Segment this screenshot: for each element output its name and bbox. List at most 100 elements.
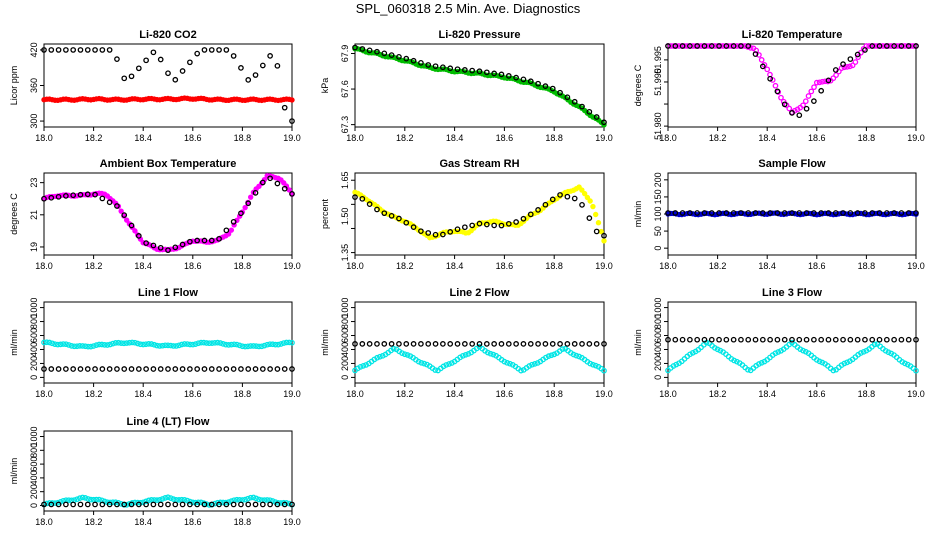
data-point [231,341,237,348]
data-point [178,341,185,348]
data-point [469,222,476,229]
data-point [586,108,593,115]
data-point [90,496,97,503]
data-point [189,341,196,348]
data-point [701,336,708,343]
data-point [261,342,268,349]
data-point [250,494,257,501]
data-point [165,70,171,77]
data-point [491,70,497,77]
data-point [687,210,693,216]
data-point [238,65,244,71]
data-point [454,341,461,347]
data-point [447,229,454,235]
data-point [123,340,130,346]
x-tick-label: 18.4 [134,261,152,271]
data-point [551,351,558,358]
plot-frame [43,43,293,128]
data-point [366,341,373,347]
data-point [454,66,461,73]
data-point [289,339,295,346]
data-point [501,358,508,365]
data-point [223,47,230,53]
series-average [665,210,919,218]
data-point [601,341,607,347]
series-average [41,339,295,350]
data-point [866,43,873,49]
series-diagnostic [665,210,919,216]
data-point [70,47,77,53]
data-point [82,343,89,350]
data-point [165,247,171,254]
data-point [432,231,439,238]
data-point [593,114,600,120]
x-tick-label: 18.2 [85,261,103,271]
x-tick-label: 18.4 [134,517,152,527]
data-point [571,98,578,105]
data-point [781,210,788,216]
data-point [48,47,55,53]
chart-title: Sample Flow [758,158,826,170]
data-point [415,358,422,365]
data-point [840,336,846,343]
data-point [590,203,596,210]
data-point [505,73,512,79]
plot-frame [43,172,293,256]
data-point [216,366,222,372]
series-average [352,343,607,374]
data-point [104,342,111,348]
plot-frame [354,301,605,384]
data-point [876,210,883,216]
data-point [121,340,127,347]
data-point [592,362,599,369]
data-point [840,61,846,68]
data-point [135,233,142,239]
data-point [256,496,262,503]
data-point [135,65,142,72]
y-tick-label: 800 [653,314,663,329]
data-point [135,366,142,372]
y-tick-label: 1.65 [340,171,350,189]
data-point [267,175,273,182]
data-point [359,341,366,347]
data-point [289,501,295,508]
data-point [529,361,535,368]
data-point [745,210,752,216]
data-point [107,341,113,348]
data-point [217,340,224,346]
data-point [862,47,868,53]
chart-line2: Line 2 Flow 18.0 18.2 18.4 18.6 18.8 19.0 0 2004… [320,287,613,399]
data-point [390,345,397,352]
x-tick-label: 18.8 [545,261,563,271]
data-point [247,343,254,349]
data-point [93,496,100,503]
y-tick-label: 600 [340,328,350,343]
data-point [876,43,883,49]
data-point [759,210,766,216]
data-point [891,43,897,49]
data-point [752,210,759,216]
data-point [803,336,810,343]
data-point [55,47,62,53]
y-tick-label: 51.980 [653,112,663,140]
y-tick-label: 67.6 [340,80,350,98]
data-point [258,343,265,350]
data-point [123,217,130,223]
data-point [513,219,519,225]
data-point [63,47,69,53]
data-point [157,366,164,372]
series-diagnostic [41,501,295,508]
data-point [208,366,215,372]
data-point [99,195,106,202]
data-point [63,501,69,508]
data-point [844,63,850,70]
x-tick-label: 18.4 [758,133,776,143]
data-point [679,43,686,49]
data-point [85,343,91,350]
data-point [805,93,812,99]
x-tick-label: 19.0 [595,133,613,143]
data-point [723,43,730,49]
data-point [200,339,207,346]
data-point [772,82,779,89]
data-point [170,343,177,349]
